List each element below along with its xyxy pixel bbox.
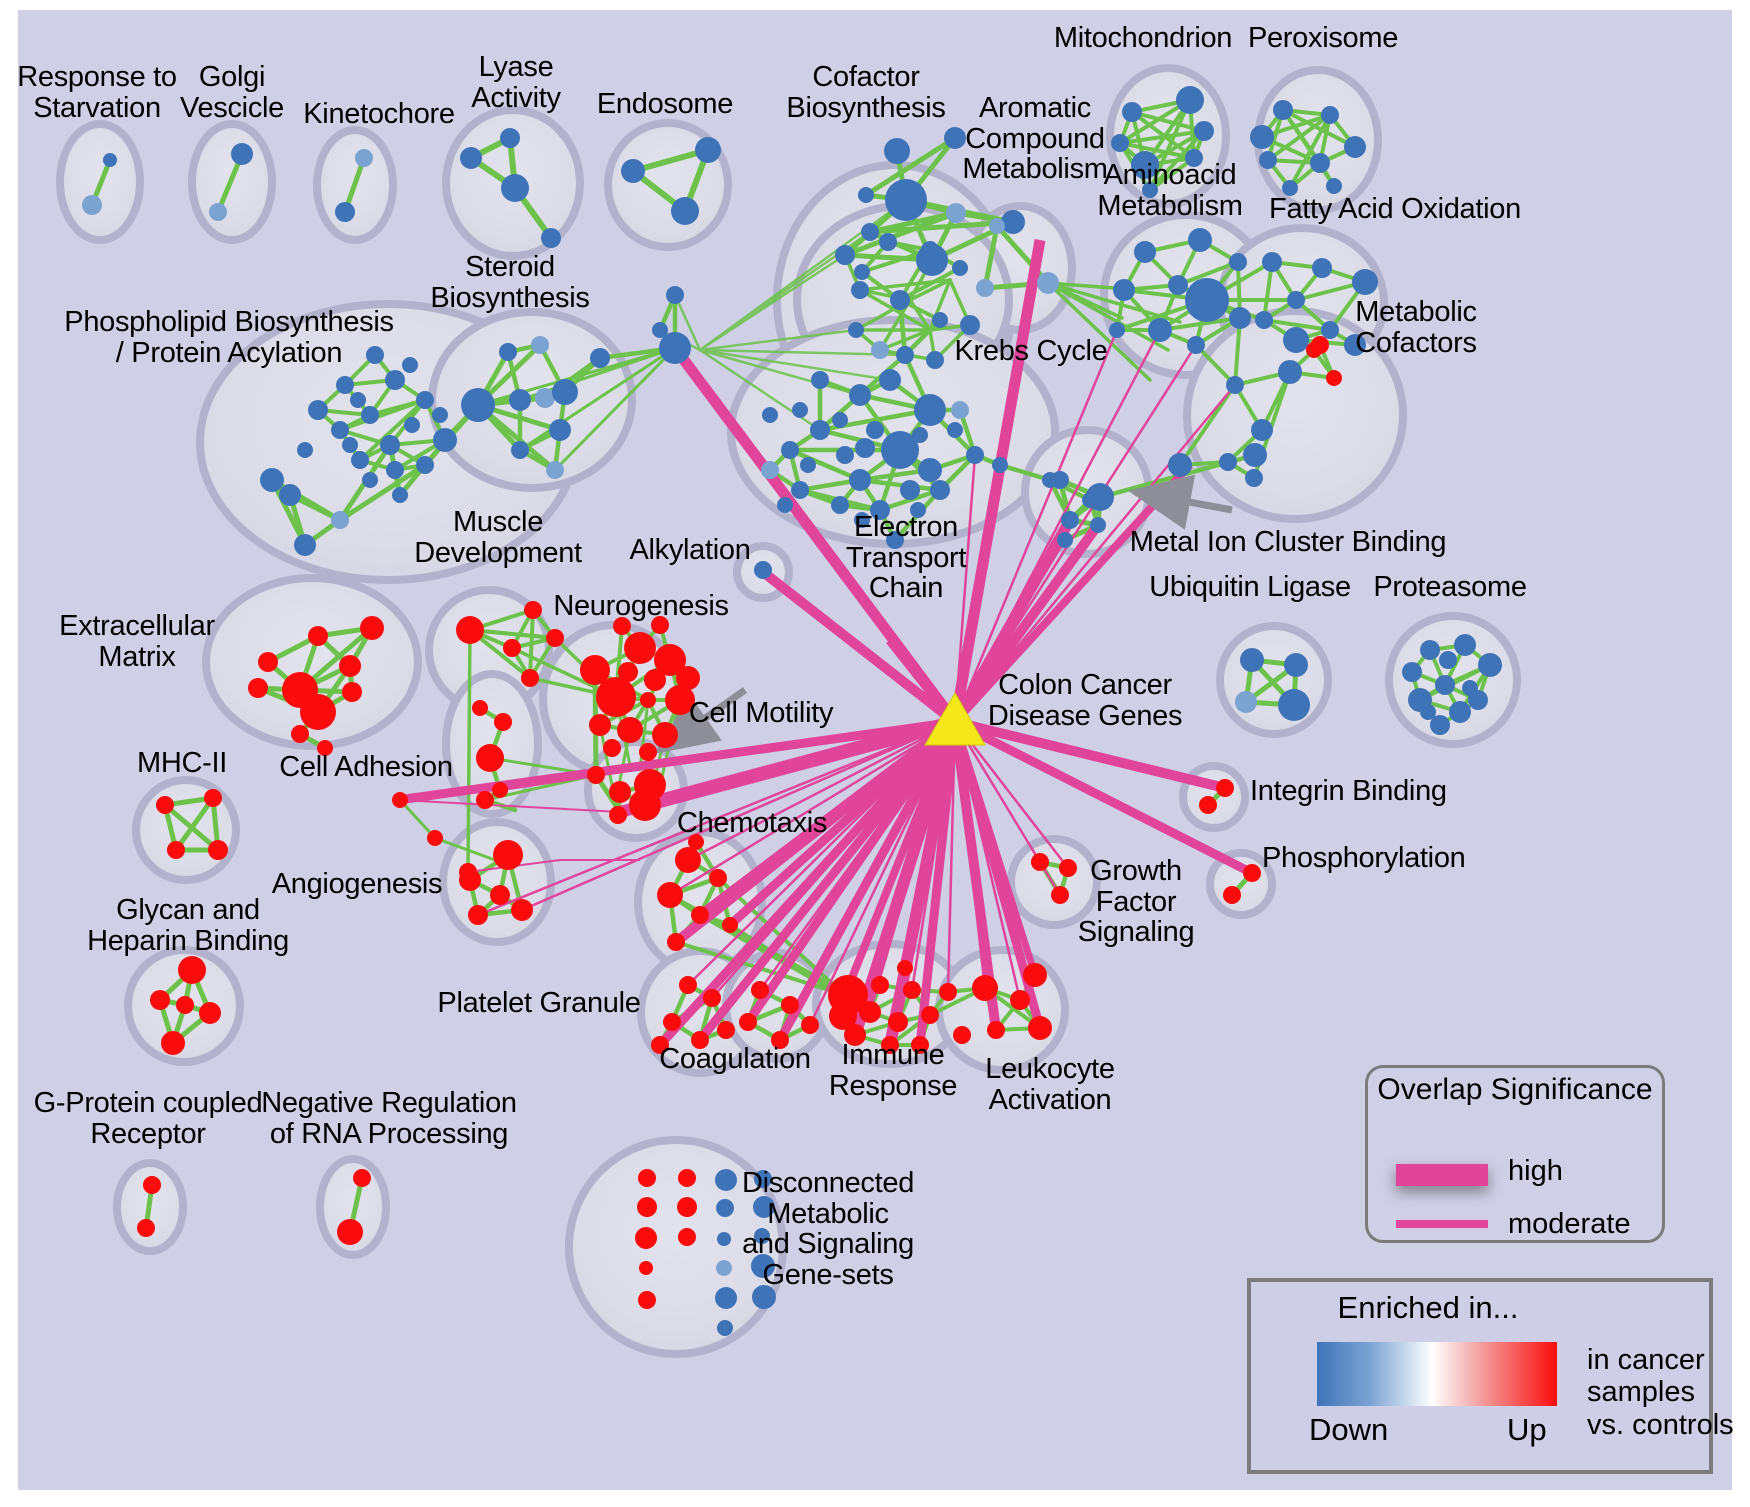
- cluster-label-cofactor-biosynthesis: Cofactor Biosynthesis: [786, 61, 946, 124]
- cluster-label-peroxisome: Peroxisome: [1247, 22, 1399, 54]
- legend-swatch-moderate: [1396, 1220, 1488, 1228]
- legend-enriched-in: Enriched in... Down Up in cancer samples…: [1247, 1278, 1734, 1474]
- cluster-label-lyase-activity: Lyase Activity: [471, 51, 561, 114]
- cluster-label-aromatic-compound-metabolism: Aromatic Compound Metabolism: [962, 92, 1108, 186]
- cluster-label-platelet-granule: Platelet Granule: [437, 987, 641, 1019]
- cluster-label-disconnected-gene-sets: Disconnected Metabolic and Signaling Gen…: [741, 1167, 915, 1292]
- node-layer: [82, 86, 1502, 1336]
- cluster-label-angiogenesis: Angiogenesis: [271, 868, 443, 900]
- legend-label-moderate: moderate: [1508, 1208, 1631, 1240]
- cluster-label-endosome: Endosome: [596, 88, 734, 120]
- cluster-label-alkylation: Alkylation: [629, 534, 751, 566]
- cluster-label-ubiquitin-ligase: Ubiquitin Ligase: [1149, 571, 1351, 603]
- legend-overlap-title: Overlap Significance: [1377, 1073, 1653, 1106]
- cluster-label-neurogenesis: Neurogenesis: [553, 590, 729, 622]
- cluster-label-chemotaxis: Chemotaxis: [676, 807, 828, 839]
- cluster-label-leukocyte-activation: Leukocyte Activation: [985, 1053, 1115, 1116]
- cluster-label-gpcr: G-Protein coupled Receptor: [33, 1087, 263, 1150]
- cluster-label-phospholipid-biosynthesis: Phospholipid Biosynthesis / Protein Acyl…: [64, 306, 394, 369]
- cluster-label-immune-response: Immune Response: [828, 1039, 958, 1102]
- legend-label-down: Down: [1309, 1412, 1389, 1447]
- cluster-label-cell-adhesion: Cell Adhesion: [279, 751, 453, 783]
- cluster-label-negative-regulation-rna-processing: Negative Regulation of RNA Processing: [261, 1087, 517, 1150]
- cluster-label-extracellular-matrix: Extracellular Matrix: [59, 610, 215, 673]
- legend-overlap-significance: Overlap Significance high moderate: [1365, 1065, 1665, 1243]
- cluster-label-phosphorylation: Phosphorylation: [1262, 842, 1466, 874]
- cluster-label-response-to-starvation: Response to Starvation: [17, 61, 177, 124]
- cluster-label-kinetochore: Kinetochore: [303, 98, 455, 130]
- cluster-label-metabolic-cofactors: Metabolic Cofactors: [1355, 296, 1477, 359]
- cluster-label-cell-motility: Cell Motility: [688, 697, 834, 729]
- colon-cancer-hub-node: [924, 691, 986, 746]
- cluster-label-mitochondrion: Mitochondrion: [1053, 22, 1233, 54]
- cluster-label-krebs-cycle: Krebs Cycle: [954, 335, 1108, 367]
- cluster-label-glycan-heparin-binding: Glycan and Heparin Binding: [87, 894, 289, 957]
- legend-enriched-title: Enriched in...: [1337, 1290, 1519, 1325]
- cluster-label-steroid-biosynthesis: Steroid Biosynthesis: [430, 251, 590, 314]
- legend-swatch-high: [1396, 1164, 1488, 1186]
- cluster-label-metal-ion-cluster-binding: Metal Ion Cluster Binding: [1129, 526, 1447, 558]
- cluster-label-fatty-acid-oxidation: Fatty Acid Oxidation: [1269, 193, 1521, 225]
- cluster-label-integrin-binding: Integrin Binding: [1250, 775, 1447, 807]
- legend-color-gradient-bar: [1317, 1342, 1557, 1406]
- cluster-label-growth-factor-signaling: Growth Factor Signaling: [1077, 855, 1195, 949]
- cluster-label-coagulation: Coagulation: [659, 1043, 811, 1075]
- cluster-label-golgi-vescicle: Golgi Vescicle: [180, 61, 284, 124]
- cluster-label-electron-transport-chain: Electron Transport Chain: [845, 511, 967, 605]
- cluster-label-proteasome: Proteasome: [1373, 571, 1527, 603]
- cluster-label-aminoacid-metabolism: Aminoacid Metabolism: [1097, 159, 1243, 222]
- legend-label-up: Up: [1507, 1412, 1547, 1447]
- hub-label-colon-cancer-disease-genes: Colon Cancer Disease Genes: [987, 669, 1183, 732]
- legend-label-in-cancer-samples: in cancer samples vs. controls: [1587, 1344, 1734, 1441]
- legend-label-high: high: [1508, 1155, 1563, 1187]
- cluster-label-mhc-ii: MHC-II: [136, 747, 228, 779]
- cluster-label-muscle-development: Muscle Development: [414, 506, 582, 569]
